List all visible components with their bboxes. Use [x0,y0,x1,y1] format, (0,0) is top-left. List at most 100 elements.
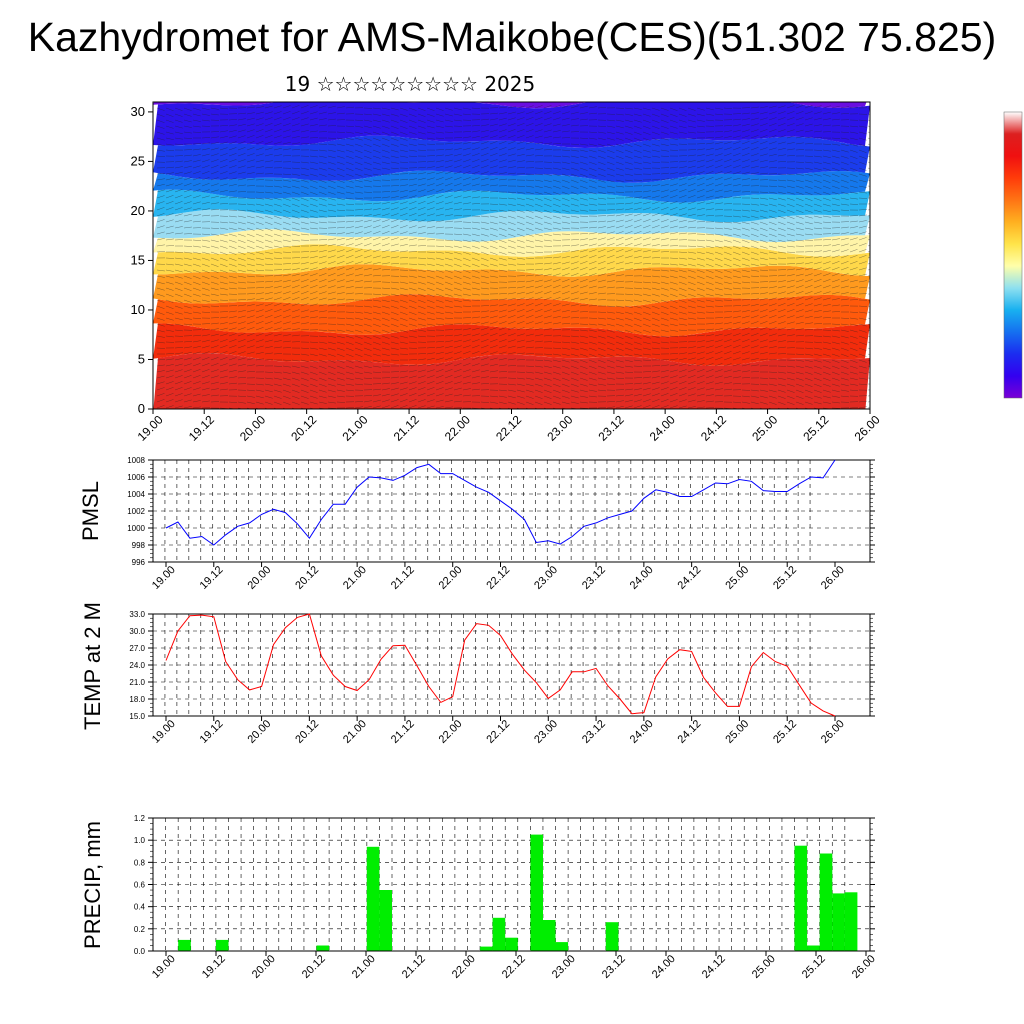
wind-barb [669,281,678,285]
wind-barb [516,117,525,121]
wind-barb [732,245,741,249]
wind-barb [435,195,444,199]
wind-barb [768,395,777,399]
wind-barb [849,389,859,392]
wind-barb [210,401,220,403]
wind-barb [606,220,615,223]
wind-barb [291,257,301,259]
wind-barb [570,395,579,399]
wind-barb [552,221,561,225]
wind-barb [174,232,183,235]
wind-barb [525,333,534,337]
wind-barb [696,287,705,291]
precip-bar [316,945,330,951]
x-tick-label: 19.12 [198,718,226,746]
wind-barb [642,329,651,333]
wind-barb [201,239,210,242]
wind-barb [444,381,453,385]
wind-barb [417,238,426,241]
wind-barb [381,219,390,223]
wind-barb [660,244,669,247]
wind-barb [642,323,651,327]
wind-barb [579,389,588,393]
wind-barb [480,135,489,139]
wind-barb [282,251,292,253]
wind-barb [282,279,291,283]
wind-barb [480,345,489,349]
wind-barb [714,165,723,169]
wind-barb [300,309,309,313]
wind-barb [381,113,390,117]
wind-barb [381,335,390,339]
wind-barb [642,353,651,356]
wind-barb [768,141,777,145]
wind-barb [615,208,624,211]
wind-barb [174,226,183,229]
wind-barb [480,209,490,211]
wind-barb [201,269,210,273]
wind-barb [840,237,849,241]
wind-barb [246,197,256,199]
wind-barb [570,341,579,344]
wind-barb [363,299,373,301]
wind-barb [309,215,318,219]
wind-barb [282,105,291,109]
wind-barb [795,359,804,362]
wind-barb [345,220,354,223]
wind-barb [381,347,390,351]
wind-barb [237,215,246,218]
wind-barb [705,311,715,313]
wind-barb [849,220,858,223]
wind-barb [543,221,552,225]
wind-barb [480,227,489,231]
wind-barb [741,215,750,218]
wind-barb [462,305,472,307]
wind-barb [408,244,417,247]
wind-barb [156,219,165,223]
wind-barb [525,191,534,195]
wind-barb [246,178,255,181]
wind-barb [795,383,804,387]
wind-barb [696,148,705,151]
wind-barb [345,191,354,194]
wind-barb [435,201,444,205]
wind-barb [606,255,615,259]
wind-barb [462,339,471,343]
wind-barb [390,131,399,135]
wind-barb [192,171,201,175]
wind-barb [669,195,678,199]
wind-barb [273,285,282,289]
wind-barb [633,155,642,159]
wind-barb [651,299,660,303]
wind-barb [759,345,768,349]
wind-barb [714,293,723,296]
wind-barb [534,209,543,213]
wind-barb [750,245,759,249]
wind-barb [273,129,282,133]
wind-barb [489,227,498,231]
wind-barb [372,255,381,259]
wind-barb [867,269,870,271]
wind-barb [291,197,300,201]
wind-barb [750,327,759,331]
wind-barb [777,179,787,182]
wind-barb [444,293,453,297]
wind-barb [588,232,597,235]
wind-barb [741,281,751,284]
y-tick-label: 27.0 [129,644,145,653]
wind-barb [408,364,417,367]
wind-barb [597,323,606,326]
wind-barb [795,203,804,207]
wind-barb [201,159,210,163]
wind-barb [723,281,732,285]
wind-barb [327,383,336,387]
wind-barb [246,123,255,127]
wind-barb [336,401,346,403]
wind-barb [642,387,651,391]
wind-barb [795,167,804,170]
wind-barb [597,249,606,253]
wind-barb [777,239,786,243]
wind-barb [534,315,543,319]
wind-barb [561,161,570,164]
wind-barb [777,245,786,248]
